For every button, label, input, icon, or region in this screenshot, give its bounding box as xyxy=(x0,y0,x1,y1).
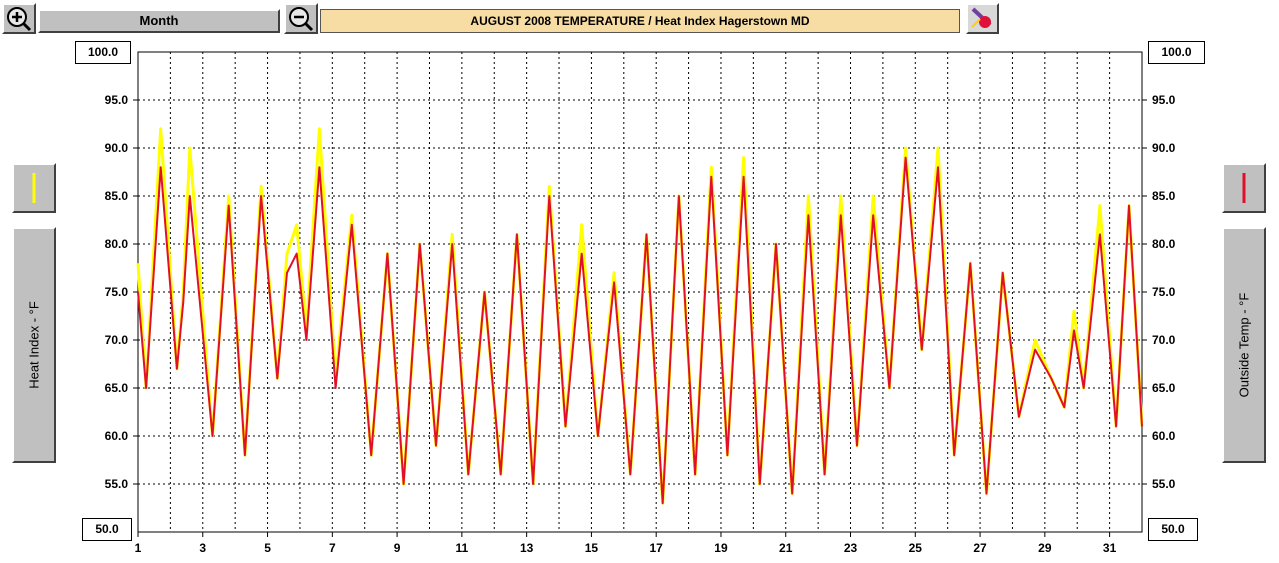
x-tick-label: 11 xyxy=(456,541,469,555)
graph-settings-button[interactable] xyxy=(966,3,999,34)
x-tick-label: 3 xyxy=(199,541,206,555)
red-line-icon xyxy=(1242,173,1246,203)
y-top-label-left: 100.0 xyxy=(75,41,131,64)
y-bottom-label-left: 50.0 xyxy=(82,518,132,541)
x-tick-label: 15 xyxy=(585,541,599,555)
outside-temp-series-line xyxy=(137,156,1143,505)
y-tick-label-left: 55.0 xyxy=(105,477,129,491)
x-tick-label: 1 xyxy=(135,541,142,555)
y-tick-label-left: 95.0 xyxy=(105,93,129,107)
y-tick-label-left: 85.0 xyxy=(105,189,129,203)
y-tick-label-left: 65.0 xyxy=(105,381,129,395)
x-tick-label: 31 xyxy=(1103,541,1117,555)
y-tick-label-right: 95.0 xyxy=(1152,93,1176,107)
y-tick-label-right: 85.0 xyxy=(1152,189,1176,203)
zoom-in-icon xyxy=(7,7,32,32)
x-tick-label: 9 xyxy=(394,541,401,555)
x-tick-label: 17 xyxy=(650,541,664,555)
x-tick-label: 25 xyxy=(909,541,923,555)
x-tick-label: 29 xyxy=(1038,541,1052,555)
x-tick-label: 5 xyxy=(264,541,271,555)
y-tick-label-right: 55.0 xyxy=(1152,477,1176,491)
y-tick-label-right: 80.0 xyxy=(1152,237,1176,251)
yellow-line-icon xyxy=(32,173,36,203)
period-button[interactable]: Month xyxy=(38,9,280,33)
y-tick-label-left: 70.0 xyxy=(105,333,129,347)
y-tick-label-left: 60.0 xyxy=(105,429,129,443)
left-axis-panel[interactable]: Heat Index - °F xyxy=(12,227,56,463)
right-axis-panel[interactable]: Outside Temp - °F xyxy=(1222,227,1266,463)
y-top-label-right: 100.0 xyxy=(1148,41,1205,64)
zoom-in-button[interactable] xyxy=(2,3,36,34)
zoom-out-button[interactable] xyxy=(284,3,318,34)
heat-index-legend-swatch[interactable] xyxy=(12,163,56,213)
y-tick-label-left: 80.0 xyxy=(105,237,129,251)
x-tick-label: 19 xyxy=(714,541,728,555)
y-tick-label-right: 65.0 xyxy=(1152,381,1176,395)
x-tick-label: 7 xyxy=(329,541,336,555)
y-tick-label-right: 70.0 xyxy=(1152,333,1176,347)
zoom-out-icon xyxy=(289,7,314,32)
y-tick-label-right: 75.0 xyxy=(1152,285,1176,299)
x-tick-label: 27 xyxy=(973,541,987,555)
chart-title: AUGUST 2008 TEMPERATURE / Heat Index Hag… xyxy=(320,9,960,33)
pen-tool-icon xyxy=(971,7,992,28)
outside-temp-legend-swatch[interactable] xyxy=(1222,163,1266,213)
y-tick-label-right: 90.0 xyxy=(1152,141,1176,155)
y-tick-label-left: 75.0 xyxy=(105,285,129,299)
x-tick-label: 23 xyxy=(844,541,858,555)
y-bottom-label-right: 50.0 xyxy=(1148,518,1198,541)
y-tick-label-right: 60.0 xyxy=(1152,429,1176,443)
y-tick-label-left: 90.0 xyxy=(105,141,129,155)
x-tick-label: 21 xyxy=(779,541,793,555)
x-tick-label: 13 xyxy=(520,541,534,555)
